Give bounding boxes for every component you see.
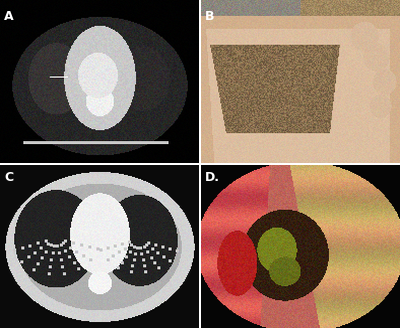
- Text: A: A: [4, 10, 14, 23]
- Text: B: B: [205, 10, 214, 23]
- Text: C: C: [4, 171, 13, 184]
- Text: D.: D.: [205, 171, 220, 184]
